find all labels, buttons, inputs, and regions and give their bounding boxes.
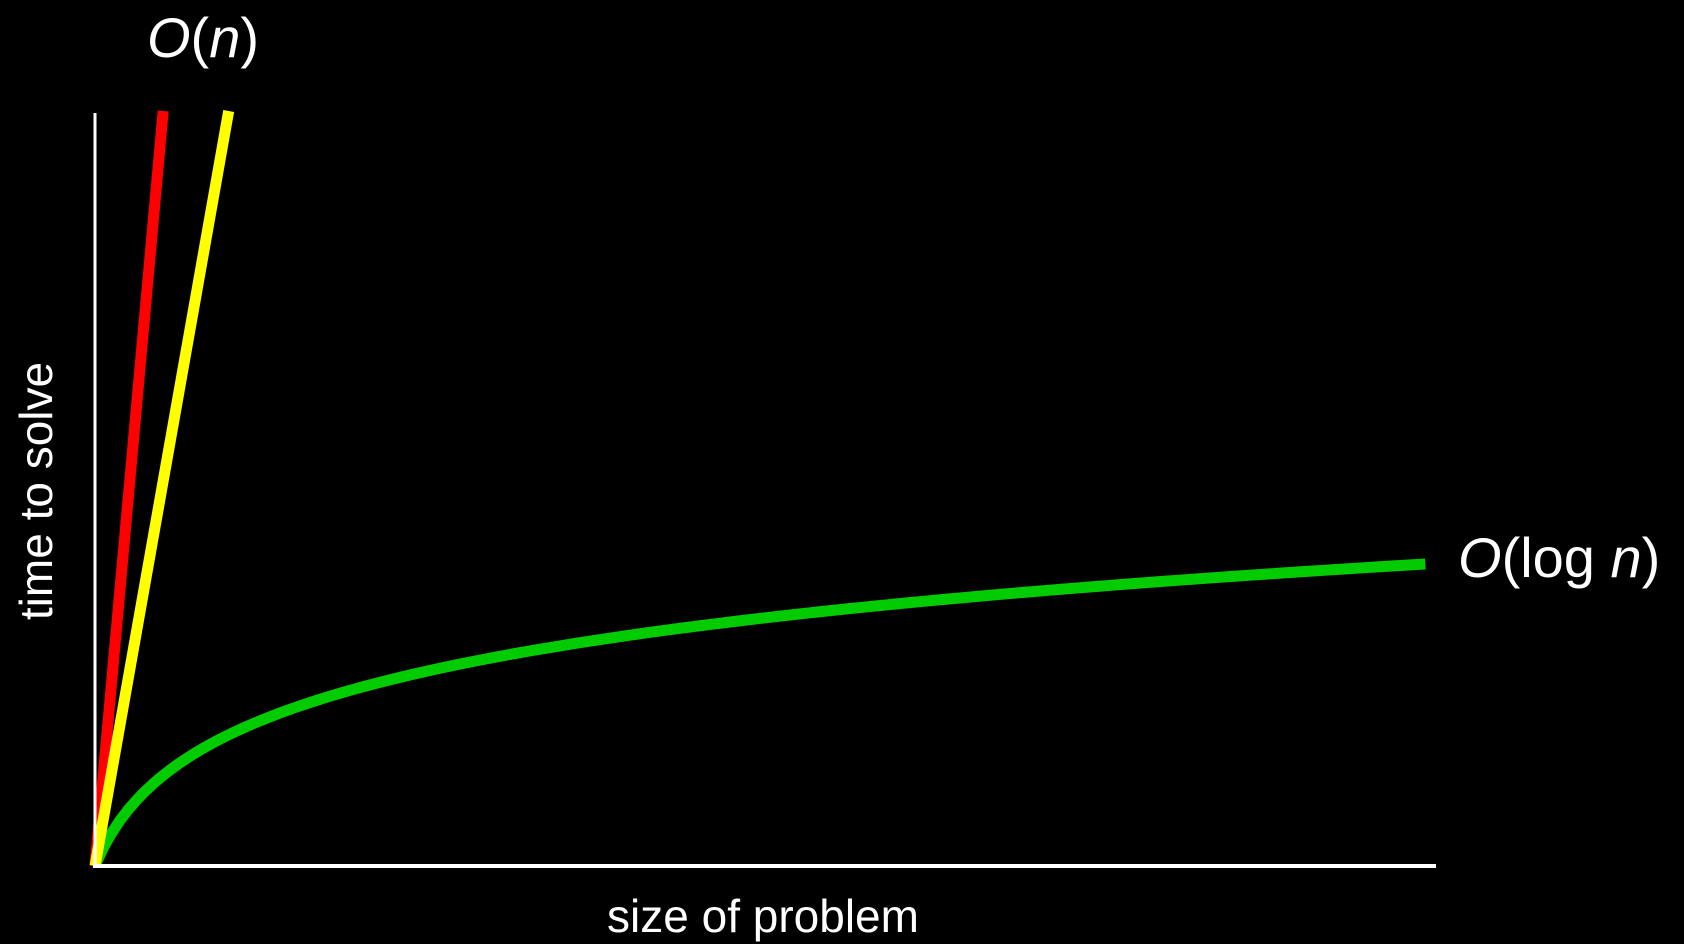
series-label-o-log-n: O(log n) — [1458, 526, 1660, 589]
y-axis-label: time to solve — [10, 362, 62, 620]
series-label-o-n: O(n) — [147, 6, 259, 69]
series-line-o-log-n — [89, 558, 1426, 869]
series-line-red — [89, 110, 169, 867]
x-axis-label: size of problem — [607, 890, 919, 942]
series-line-o-n — [89, 110, 235, 867]
series-layer — [89, 110, 1426, 869]
